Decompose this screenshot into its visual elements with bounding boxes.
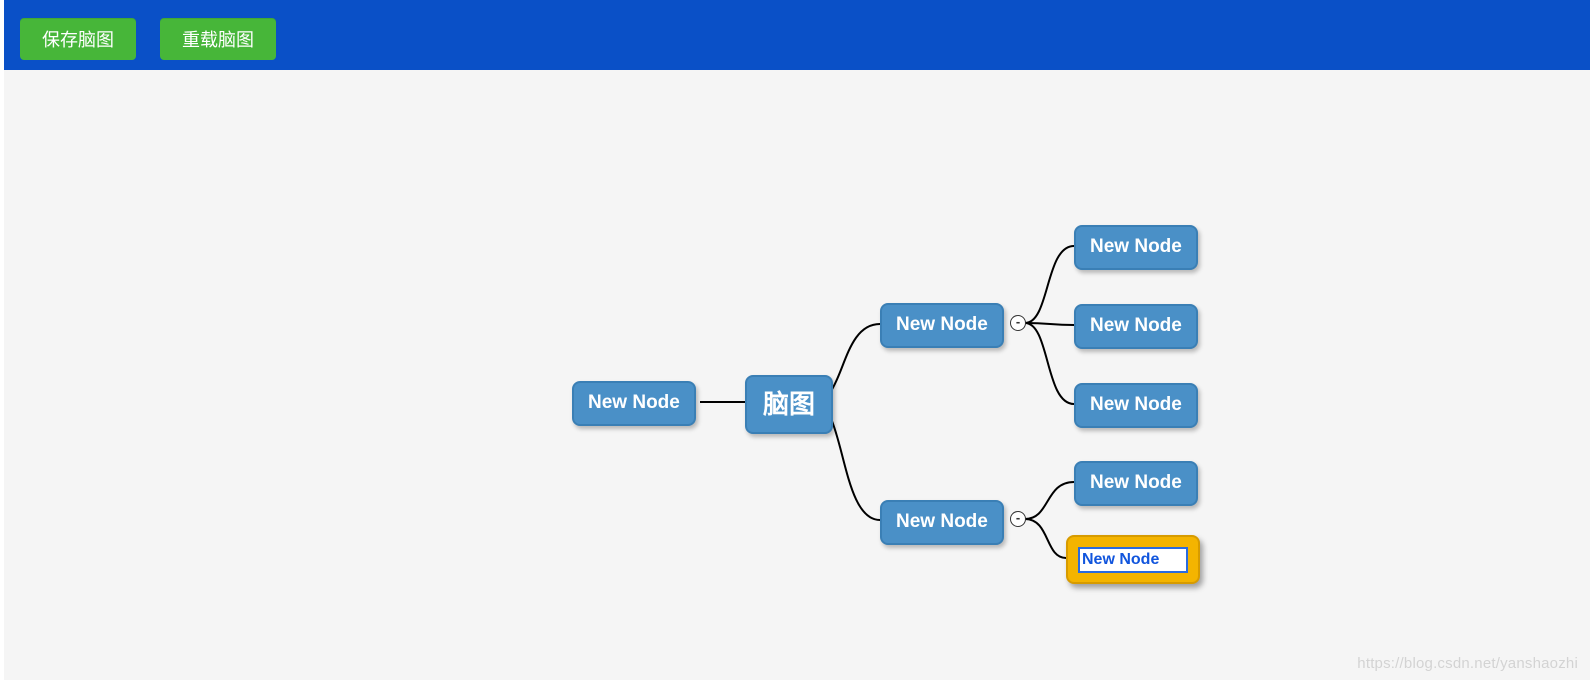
- mindmap-node[interactable]: New Node: [880, 500, 1004, 545]
- toolbar-top-strip: [4, 0, 1590, 8]
- watermark-text: https://blog.csdn.net/yanshaozhi: [1357, 655, 1578, 672]
- mindmap-node-editing[interactable]: [1066, 535, 1200, 584]
- mindmap-edge: [1025, 519, 1066, 558]
- mindmap-edge: [1025, 482, 1074, 519]
- mindmap-edge: [1025, 323, 1074, 325]
- mindmap-root-node[interactable]: 脑图: [745, 375, 833, 434]
- mindmap-node[interactable]: New Node: [1074, 304, 1198, 349]
- mindmap-canvas[interactable]: New Node 脑图 New Node - New Node - New No…: [4, 70, 1590, 680]
- mindmap-edge: [1025, 323, 1074, 404]
- mindmap-node[interactable]: New Node: [572, 381, 696, 426]
- node-edit-input[interactable]: [1078, 547, 1188, 573]
- collapse-toggle-icon[interactable]: -: [1010, 315, 1026, 331]
- mindmap-node[interactable]: New Node: [1074, 461, 1198, 506]
- collapse-toggle-icon[interactable]: -: [1010, 511, 1026, 527]
- reload-button[interactable]: 重载脑图: [160, 18, 276, 60]
- mindmap-node[interactable]: New Node: [1074, 225, 1198, 270]
- mindmap-edge: [1025, 246, 1074, 323]
- mindmap-node[interactable]: New Node: [1074, 383, 1198, 428]
- toolbar: 保存脑图 重载脑图: [4, 8, 1590, 70]
- mindmap-node[interactable]: New Node: [880, 303, 1004, 348]
- save-button[interactable]: 保存脑图: [20, 18, 136, 60]
